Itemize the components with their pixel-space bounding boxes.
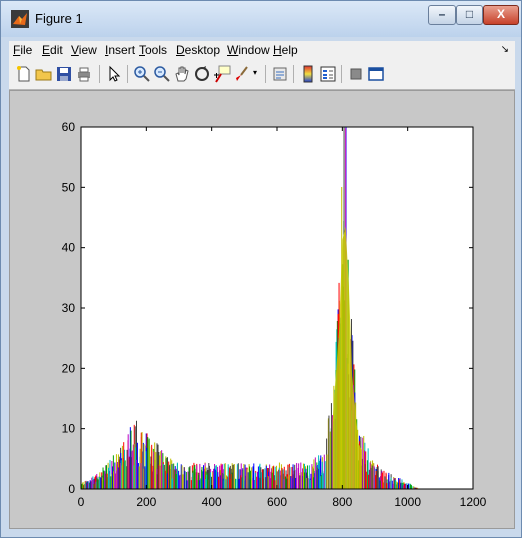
toolbar-separator [99, 65, 100, 83]
plot-area [81, 127, 473, 489]
edit-plot-icon[interactable] [105, 65, 123, 83]
toolbar-separator [265, 65, 266, 83]
menu-bar: ↘ File Edit View Insert Tools Desktop Window He… [9, 41, 515, 59]
y-tick-label: 10 [62, 422, 76, 436]
x-tick-label: 200 [136, 495, 156, 509]
rotate-3d-icon[interactable] [193, 65, 211, 83]
zoom-in-icon[interactable] [133, 65, 151, 83]
maximize-button[interactable]: □ [456, 5, 483, 25]
colorbar-icon[interactable] [299, 65, 317, 83]
minimize-button[interactable]: – [428, 5, 456, 25]
hide-plot-tools-icon[interactable] [347, 65, 365, 83]
toolbar-separator [341, 65, 342, 83]
figure-canvas: 0 200 400 600 800 1000 1200 0 10 20 30 40 50 60 [9, 90, 515, 529]
open-file-icon[interactable] [35, 65, 53, 83]
x-tick-label: 600 [267, 495, 287, 509]
y-tick-label: 60 [62, 120, 76, 134]
matlab-logo-icon [11, 10, 29, 28]
link-plot-icon[interactable] [271, 65, 289, 83]
close-icon: X [496, 7, 505, 21]
menu-insert[interactable]: Insert [105, 43, 136, 57]
toolbar-separator [127, 65, 128, 83]
peak-series-area [332, 226, 362, 490]
menu-file[interactable]: File [13, 43, 33, 57]
brush-dropdown-icon[interactable]: ▾ [253, 68, 258, 77]
figure-toolbar: ▾ [9, 59, 515, 90]
data-cursor-icon[interactable] [213, 65, 231, 83]
x-tick-label: 400 [202, 495, 222, 509]
dock-arrow-icon[interactable]: ↘ [500, 44, 509, 55]
menu-help[interactable]: Help [273, 43, 298, 57]
menu-desktop[interactable]: Desktop [176, 43, 221, 57]
toolbar-separator [293, 65, 294, 83]
y-tick-label: 0 [68, 482, 75, 496]
close-button[interactable]: X [483, 5, 519, 25]
y-tick-label: 40 [62, 241, 76, 255]
title-bar[interactable]: Figure 1 – □ X [1, 1, 521, 37]
x-tick-label: 800 [332, 495, 352, 509]
save-icon[interactable] [55, 65, 73, 83]
window-title: Figure 1 [35, 11, 83, 26]
x-tick-label: 1000 [394, 495, 421, 509]
pan-icon[interactable] [173, 65, 191, 83]
minimize-icon: – [438, 7, 446, 21]
show-plot-tools-icon[interactable] [367, 65, 385, 83]
y-tick-label: 30 [62, 301, 76, 315]
y-tick-label: 20 [62, 361, 76, 375]
menu-edit[interactable]: Edit [42, 43, 63, 57]
print-icon[interactable] [75, 65, 93, 83]
menu-view[interactable]: View [71, 43, 97, 57]
maximize-icon: □ [465, 7, 474, 21]
brush-icon[interactable] [233, 65, 251, 83]
x-tick-label: 0 [78, 495, 85, 509]
histogram-plot[interactable]: 0 200 400 600 800 1000 1200 0 10 20 30 40 50 60 [10, 91, 514, 528]
menu-tools[interactable]: Tools [139, 43, 168, 57]
zoom-out-icon[interactable] [153, 65, 171, 83]
x-tick-label: 1200 [460, 495, 487, 509]
menu-window[interactable]: Window [227, 43, 270, 57]
new-figure-icon[interactable] [15, 65, 33, 83]
legend-icon[interactable] [319, 65, 337, 83]
y-tick-label: 50 [62, 180, 76, 194]
